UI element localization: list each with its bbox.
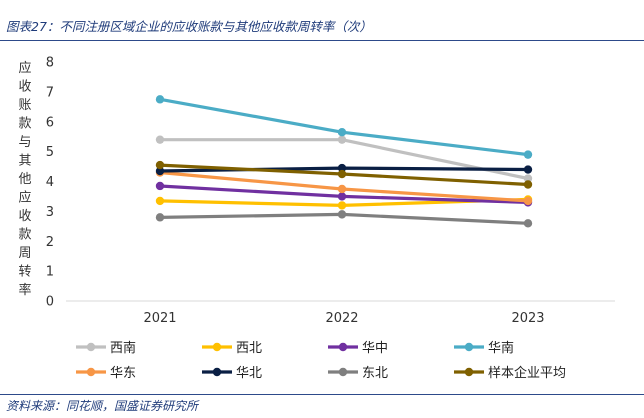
- y-axis-label-char: 与: [18, 135, 31, 150]
- legend-label: 东北: [362, 366, 388, 381]
- y-axis-label-char: 转: [18, 265, 31, 280]
- data-point: [155, 166, 165, 176]
- y-tick-label: 4: [46, 175, 54, 190]
- data-point: [523, 174, 533, 183]
- data-point: [523, 165, 533, 174]
- legend-marker: [464, 367, 474, 377]
- data-point: [523, 219, 533, 228]
- data-point: [155, 181, 165, 191]
- series-lines: [155, 95, 533, 228]
- x-tick-label: 2022: [325, 311, 358, 326]
- legend-label: 华北: [236, 366, 262, 381]
- series-line: [159, 97, 529, 157]
- y-axis-label: 应收账款与其他应收款周转率: [18, 60, 31, 298]
- y-tick-label: 5: [46, 145, 54, 160]
- legend-label: 华中: [362, 341, 388, 356]
- legend-label: 样本企业平均: [488, 365, 566, 381]
- y-tick-label: 3: [46, 205, 54, 220]
- data-point: [155, 213, 165, 222]
- legend-label: 西南: [110, 340, 136, 356]
- y-axis-label-char: 账: [18, 98, 31, 113]
- y-axis-label-char: 应: [18, 190, 31, 206]
- source-rule: [0, 394, 644, 395]
- data-point: [523, 196, 533, 206]
- x-tick-label: 2021: [143, 311, 176, 326]
- y-axis-label-char: 收: [18, 80, 31, 95]
- data-point: [523, 180, 533, 189]
- data-point: [337, 184, 347, 194]
- data-point: [337, 135, 347, 144]
- y-tick-label: 2: [46, 235, 54, 250]
- legend-marker: [212, 342, 222, 352]
- y-tick-label: 8: [46, 56, 54, 71]
- y-axis-label-char: 应: [18, 60, 31, 76]
- legend-marker: [338, 342, 348, 352]
- y-tick-label: 6: [46, 115, 54, 130]
- source-note: 资料来源：同花顺，国盛证券研究所: [6, 399, 199, 413]
- chart-title: 图表27：不同注册区域企业的应收账款与其他应收款周转率（次）: [6, 19, 372, 34]
- legend-label: 华南: [488, 340, 514, 356]
- title-rule: [0, 40, 644, 41]
- legend-marker: [464, 342, 474, 352]
- x-tick-label: 2023: [511, 311, 544, 326]
- data-point: [337, 128, 347, 137]
- data-point: [337, 169, 347, 179]
- x-axis: 2021 2022 2023: [66, 300, 615, 326]
- y-axis-label-char: 收: [18, 209, 31, 224]
- legend-marker: [338, 367, 348, 377]
- y-axis-label-char: 周: [18, 246, 31, 261]
- legend-marker: [212, 367, 222, 377]
- legend-label: 西北: [236, 341, 262, 356]
- y-axis-label-char: 款: [18, 228, 31, 243]
- y-tick-label: 0: [46, 295, 54, 310]
- data-point: [337, 163, 347, 173]
- data-point: [337, 210, 347, 219]
- y-axis-label-char: 款: [18, 117, 31, 132]
- line-chart: 应收账款与其他应收款周转率 012345678 2021 2022 2023 西南西…: [18, 56, 615, 381]
- y-axis-label-char: 他: [18, 172, 31, 187]
- data-point: [155, 95, 165, 104]
- y-tick-label: 7: [46, 85, 54, 100]
- data-point: [337, 201, 347, 210]
- legend-label: 华东: [110, 366, 136, 381]
- data-point: [155, 160, 165, 170]
- y-axis-label-char: 率: [18, 282, 31, 298]
- data-point: [155, 135, 165, 144]
- legend-marker: [86, 367, 96, 377]
- data-point: [155, 196, 165, 206]
- y-axis-label-char: 其: [18, 154, 31, 169]
- y-tick-label: 1: [46, 265, 54, 280]
- y-axis-ticks: 0 1 2 3 4 5 6 7 8: [46, 56, 54, 310]
- data-point: [337, 192, 347, 201]
- legend-marker: [86, 342, 96, 352]
- data-point: [523, 150, 533, 159]
